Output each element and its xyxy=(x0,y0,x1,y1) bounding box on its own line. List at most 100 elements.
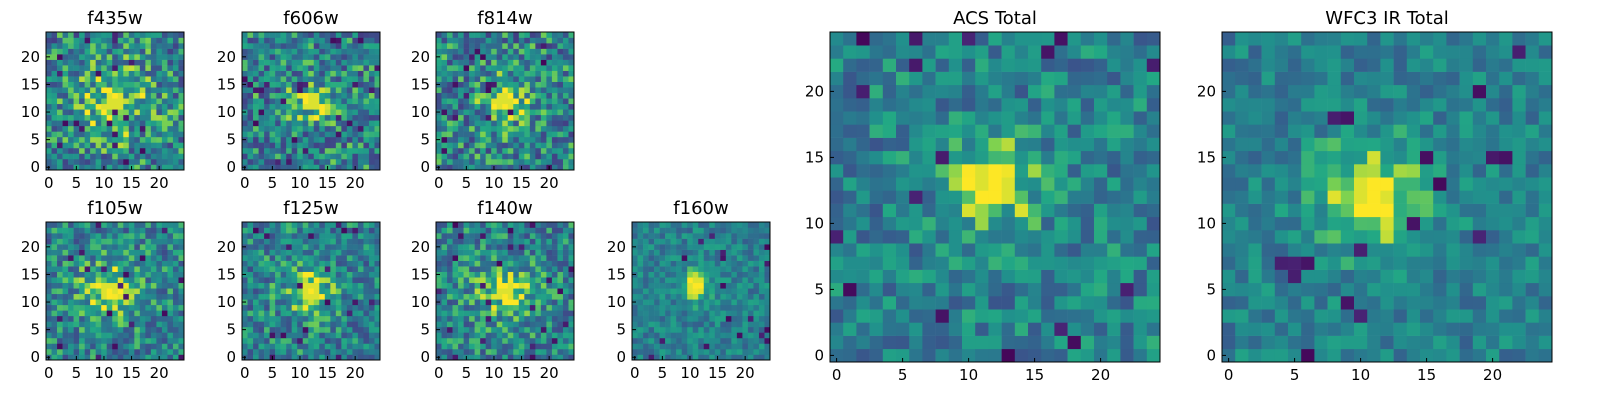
heatmap-cell xyxy=(302,244,309,250)
heatmap-cell xyxy=(507,120,514,127)
heatmap-cell xyxy=(491,120,498,127)
heatmap-cell xyxy=(357,310,364,317)
heatmap-cell xyxy=(46,48,52,55)
heatmap-cell xyxy=(319,293,326,300)
heatmap-cell xyxy=(374,114,381,121)
heatmap-cell xyxy=(123,98,130,105)
heatmap-cell xyxy=(1001,296,1016,310)
heatmap-cell xyxy=(242,348,248,355)
heatmap-cell xyxy=(909,269,923,284)
heatmap-cell xyxy=(117,249,124,256)
heatmap-cell xyxy=(341,87,348,94)
heatmap-cell xyxy=(747,354,754,361)
heatmap-cell xyxy=(463,120,470,127)
heatmap-cell xyxy=(90,310,96,317)
heatmap-cell xyxy=(167,59,174,66)
heatmap-cell xyxy=(178,87,185,94)
heatmap-cell xyxy=(485,321,492,328)
heatmap-cell xyxy=(502,103,509,110)
heatmap-cell xyxy=(112,76,119,82)
heatmap-cell xyxy=(84,271,91,278)
heatmap-cell xyxy=(507,103,514,110)
heatmap-cell xyxy=(51,136,58,143)
heatmap-cell xyxy=(134,348,141,355)
heatmap-cell xyxy=(736,315,743,322)
heatmap-cell xyxy=(57,337,63,344)
heatmap-cell xyxy=(297,54,304,60)
heatmap-cell xyxy=(128,227,135,234)
heatmap-cell xyxy=(101,337,108,344)
heatmap-cell xyxy=(747,244,754,250)
heatmap-cell xyxy=(753,293,760,300)
heatmap-cell xyxy=(720,343,727,350)
heatmap-cell xyxy=(341,164,348,171)
heatmap-cell xyxy=(714,321,721,328)
heatmap-cell xyxy=(458,293,464,300)
heatmap-cell xyxy=(720,244,727,250)
heatmap-cell xyxy=(513,59,520,66)
heatmap-cell xyxy=(670,233,677,239)
heatmap-cell xyxy=(441,48,448,55)
heatmap-cell xyxy=(139,282,146,289)
heatmap-cell xyxy=(62,304,69,311)
heatmap-cell xyxy=(670,255,677,261)
heatmap-cell xyxy=(46,32,52,38)
heatmap-cell xyxy=(324,120,331,127)
heatmap-cell xyxy=(139,255,146,261)
x-tick-label: 0 xyxy=(434,174,444,192)
heatmap-cell xyxy=(676,266,682,272)
heatmap-cell xyxy=(357,277,364,284)
heatmap-cell xyxy=(319,310,326,317)
heatmap-cell xyxy=(698,244,705,250)
heatmap-cell xyxy=(507,153,514,160)
heatmap-cell xyxy=(95,87,102,94)
heatmap-cell xyxy=(529,98,536,105)
heatmap-cell xyxy=(286,114,292,121)
heatmap-cell xyxy=(562,98,569,105)
heatmap-cell xyxy=(167,158,174,165)
heatmap-cell xyxy=(335,48,342,55)
heatmap-cell xyxy=(491,304,498,311)
heatmap-cell xyxy=(764,222,771,228)
heatmap-cell xyxy=(84,238,91,245)
heatmap-cell xyxy=(95,348,102,355)
heatmap-cell xyxy=(557,164,564,171)
heatmap-cell xyxy=(709,222,716,228)
heatmap-cell xyxy=(535,337,542,344)
heatmap-cell xyxy=(513,109,520,116)
heatmap-cell xyxy=(540,310,547,317)
heatmap-cell xyxy=(648,343,655,350)
heatmap-cell xyxy=(297,59,304,66)
heatmap-cell xyxy=(258,164,265,171)
heatmap-cell xyxy=(922,164,936,178)
heatmap-cell xyxy=(51,48,58,55)
heatmap-cell xyxy=(73,348,80,355)
heatmap-cell xyxy=(518,125,525,132)
heatmap-cell xyxy=(62,343,69,350)
heatmap-cell xyxy=(128,54,135,60)
heatmap-cell xyxy=(502,147,509,154)
heatmap-cell xyxy=(291,304,298,311)
heatmap-cell xyxy=(62,238,69,245)
heatmap-cell xyxy=(1094,177,1108,191)
heatmap-cell xyxy=(297,65,304,71)
heatmap-cell xyxy=(1014,322,1029,336)
heatmap-cell xyxy=(374,120,381,127)
heatmap-cell xyxy=(747,310,754,317)
heatmap-cell xyxy=(62,288,69,295)
heatmap-cell xyxy=(134,136,141,143)
heatmap-cell xyxy=(452,164,459,171)
heatmap-cell xyxy=(551,260,558,267)
heatmap-cell xyxy=(57,87,63,94)
heatmap-cell xyxy=(909,203,923,218)
heatmap-cell xyxy=(670,343,677,350)
heatmap-cell xyxy=(335,32,342,38)
heatmap-cell xyxy=(150,244,157,250)
heatmap-cell xyxy=(264,54,270,60)
heatmap-cell xyxy=(117,227,124,234)
heatmap-cell xyxy=(324,304,331,311)
heatmap-cell xyxy=(247,120,254,127)
heatmap-cell xyxy=(95,114,102,121)
heatmap-cell xyxy=(557,76,564,82)
heatmap-cell xyxy=(562,233,569,239)
